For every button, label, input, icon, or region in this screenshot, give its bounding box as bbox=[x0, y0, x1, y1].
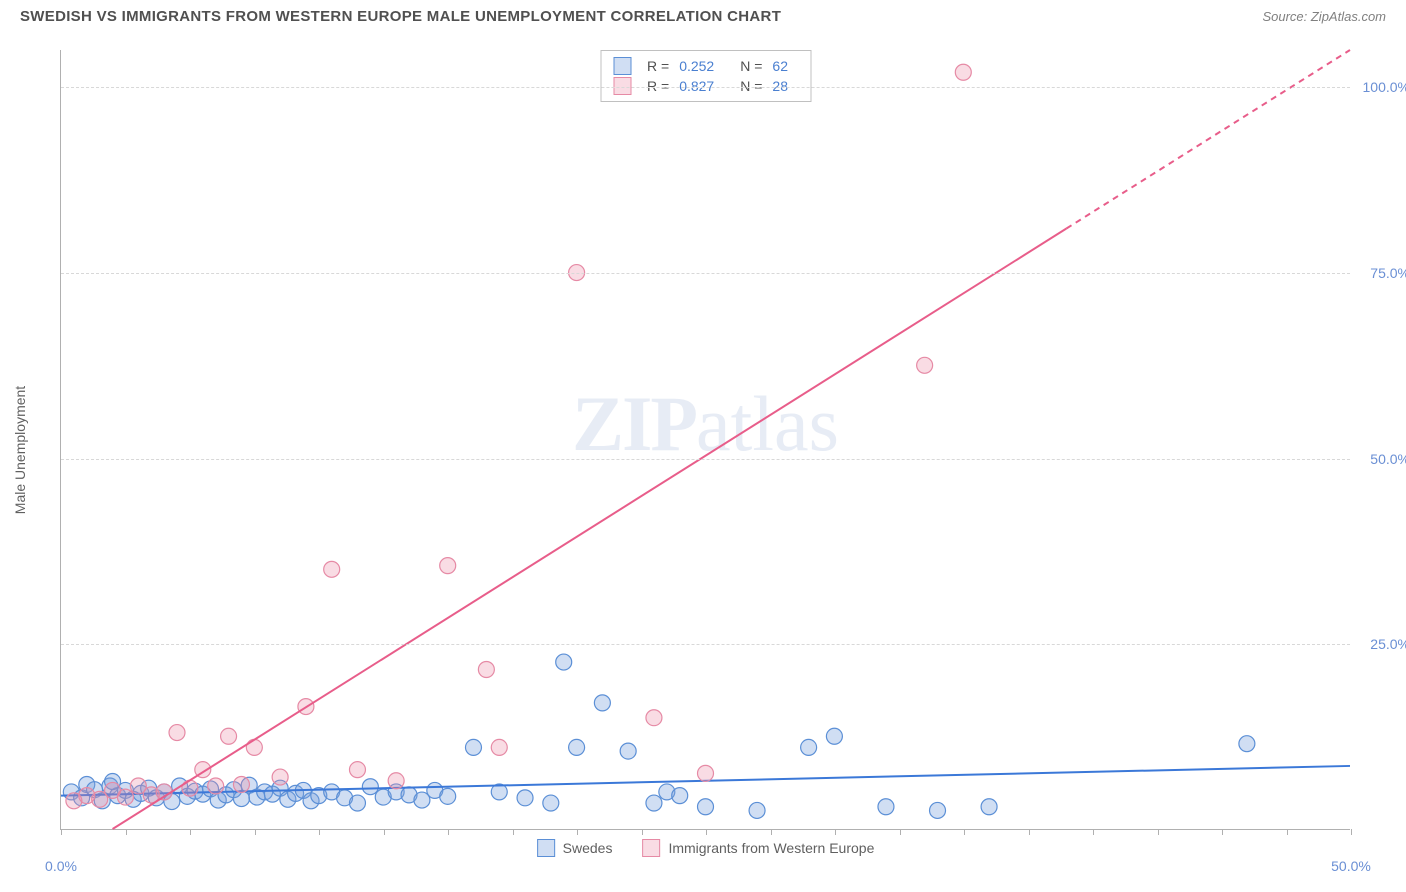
scatter-point bbox=[646, 795, 662, 811]
scatter-point bbox=[672, 788, 688, 804]
x-tick bbox=[964, 829, 965, 835]
x-tick bbox=[1351, 829, 1352, 835]
plot-svg bbox=[61, 50, 1350, 829]
r-label-2: R = bbox=[647, 78, 669, 94]
scatter-point bbox=[698, 799, 714, 815]
r-label: R = bbox=[647, 58, 669, 74]
n-value-immigrants: 28 bbox=[772, 78, 788, 94]
scatter-point bbox=[440, 788, 456, 804]
n-label-2: N = bbox=[740, 78, 762, 94]
r-value-immigrants: 0.827 bbox=[679, 78, 714, 94]
scatter-point bbox=[182, 780, 198, 796]
y-tick-label: 50.0% bbox=[1370, 451, 1406, 467]
legend-swatch-immigrants bbox=[642, 839, 660, 857]
x-tick bbox=[1029, 829, 1030, 835]
title-bar: SWEDISH VS IMMIGRANTS FROM WESTERN EUROP… bbox=[0, 0, 1406, 29]
source-label: Source: ZipAtlas.com bbox=[1262, 9, 1386, 24]
chart-container: Male Unemployment ZIPatlas R = 0.252 N =… bbox=[50, 40, 1390, 860]
scatter-point bbox=[826, 728, 842, 744]
chart-title: SWEDISH VS IMMIGRANTS FROM WESTERN EUROP… bbox=[20, 8, 781, 25]
scatter-point bbox=[440, 558, 456, 574]
scatter-point bbox=[478, 662, 494, 678]
scatter-point bbox=[465, 739, 481, 755]
legend-label-immigrants: Immigrants from Western Europe bbox=[668, 840, 874, 856]
x-tick bbox=[190, 829, 191, 835]
scatter-point bbox=[878, 799, 894, 815]
scatter-point bbox=[556, 654, 572, 670]
legend-item-immigrants: Immigrants from Western Europe bbox=[642, 839, 874, 857]
x-tick bbox=[706, 829, 707, 835]
scatter-point bbox=[362, 779, 378, 795]
scatter-point bbox=[324, 561, 340, 577]
scatter-point bbox=[646, 710, 662, 726]
scatter-point bbox=[517, 790, 533, 806]
x-tick bbox=[642, 829, 643, 835]
scatter-point bbox=[749, 802, 765, 818]
scatter-point bbox=[246, 739, 262, 755]
scatter-point bbox=[1239, 736, 1255, 752]
stats-box: R = 0.252 N = 62 R = 0.827 N = 28 bbox=[600, 50, 811, 102]
y-tick-label: 100.0% bbox=[1363, 79, 1406, 95]
scatter-point bbox=[491, 739, 507, 755]
scatter-point bbox=[594, 695, 610, 711]
x-tick bbox=[319, 829, 320, 835]
scatter-point bbox=[208, 778, 224, 794]
x-tick bbox=[1158, 829, 1159, 835]
regression-line bbox=[113, 229, 1067, 829]
x-tick-label: 0.0% bbox=[45, 858, 77, 874]
y-axis-label: Male Unemployment bbox=[12, 386, 28, 514]
scatter-point bbox=[543, 795, 559, 811]
x-tick bbox=[513, 829, 514, 835]
stats-row-immigrants: R = 0.827 N = 28 bbox=[613, 77, 798, 95]
swatch-swedes bbox=[613, 57, 631, 75]
x-tick bbox=[900, 829, 901, 835]
x-tick bbox=[448, 829, 449, 835]
scatter-point bbox=[117, 789, 133, 805]
scatter-point bbox=[388, 773, 404, 789]
grid-line bbox=[61, 459, 1350, 460]
scatter-point bbox=[349, 795, 365, 811]
scatter-point bbox=[221, 728, 237, 744]
legend-item-swedes: Swedes bbox=[537, 839, 613, 857]
grid-line bbox=[61, 273, 1350, 274]
scatter-point bbox=[930, 802, 946, 818]
y-tick-label: 25.0% bbox=[1370, 636, 1406, 652]
bottom-legend: Swedes Immigrants from Western Europe bbox=[537, 839, 875, 857]
grid-line bbox=[61, 644, 1350, 645]
scatter-point bbox=[233, 776, 249, 792]
x-tick bbox=[771, 829, 772, 835]
x-tick bbox=[126, 829, 127, 835]
scatter-point bbox=[981, 799, 997, 815]
x-tick bbox=[1222, 829, 1223, 835]
scatter-point bbox=[955, 64, 971, 80]
legend-swatch-swedes bbox=[537, 839, 555, 857]
x-tick bbox=[384, 829, 385, 835]
x-tick bbox=[1287, 829, 1288, 835]
stats-row-swedes: R = 0.252 N = 62 bbox=[613, 57, 798, 75]
n-label: N = bbox=[740, 58, 762, 74]
scatter-point bbox=[272, 769, 288, 785]
plot-area: ZIPatlas R = 0.252 N = 62 R = 0.827 N = … bbox=[60, 50, 1350, 830]
x-tick bbox=[61, 829, 62, 835]
grid-line bbox=[61, 87, 1350, 88]
x-tick bbox=[577, 829, 578, 835]
swatch-immigrants bbox=[613, 77, 631, 95]
x-tick-label: 50.0% bbox=[1331, 858, 1371, 874]
r-value-swedes: 0.252 bbox=[679, 58, 714, 74]
scatter-point bbox=[169, 725, 185, 741]
x-tick bbox=[835, 829, 836, 835]
x-tick bbox=[255, 829, 256, 835]
scatter-point bbox=[698, 765, 714, 781]
regression-line-dashed bbox=[1066, 50, 1350, 229]
y-tick-label: 75.0% bbox=[1370, 265, 1406, 281]
scatter-point bbox=[349, 762, 365, 778]
scatter-point bbox=[620, 743, 636, 759]
scatter-point bbox=[569, 739, 585, 755]
x-tick bbox=[1093, 829, 1094, 835]
legend-label-swedes: Swedes bbox=[563, 840, 613, 856]
n-value-swedes: 62 bbox=[772, 58, 788, 74]
scatter-point bbox=[801, 739, 817, 755]
scatter-point bbox=[917, 357, 933, 373]
